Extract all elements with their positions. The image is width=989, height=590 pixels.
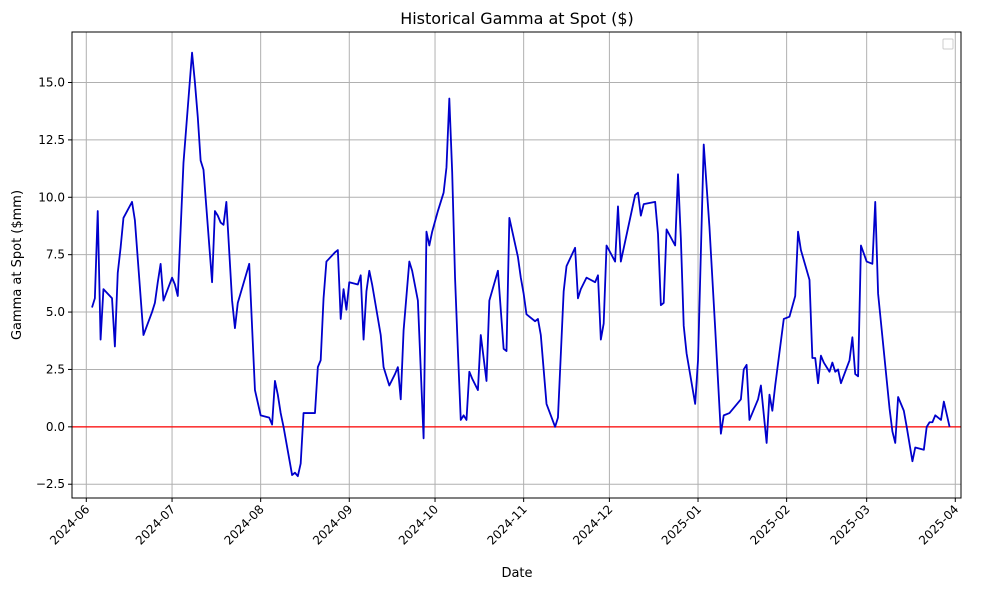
gamma-series-line (91, 51, 951, 478)
y-tick-label: 12.5 (38, 133, 65, 147)
y-tick-label: 10.0 (38, 190, 65, 204)
y-tick-label: 7.5 (46, 248, 65, 262)
y-tick-label: 5.0 (46, 305, 65, 319)
x-axis-title: Date (501, 566, 532, 581)
y-tick-label: −2.5 (36, 477, 65, 491)
y-axis-ticks: −2.5 0.0 2.5 5.0 7.5 10.0 12.5 15.0 (36, 76, 72, 491)
legend-box (942, 38, 954, 50)
y-tick-label: 0.0 (46, 420, 65, 434)
chart-title: Historical Gamma at Spot ($) (400, 9, 634, 28)
plot-frame (71, 31, 962, 499)
y-axis-title: Gamma at Spot ($mm) (10, 190, 25, 340)
series-layer (91, 51, 951, 478)
y-tick-label: 15.0 (38, 76, 65, 90)
y-tick-label: 2.5 (46, 362, 65, 376)
grid (72, 32, 961, 498)
